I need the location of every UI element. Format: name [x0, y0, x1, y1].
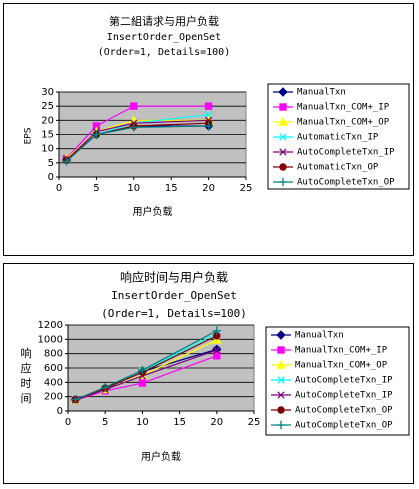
- eps-chart: 第二組请求与用户负载 InsertOrder_OpenSet (Order=1, D…: [3, 3, 414, 256]
- x-tick-label: 0: [65, 417, 71, 428]
- x-tick-label: 10: [127, 183, 140, 194]
- y-tick-label: 15: [41, 130, 54, 141]
- legend-entry: AutoCompleteTxn_IP: [295, 376, 393, 386]
- legend-entry: AutoCompleteTxn_IP: [297, 148, 395, 158]
- series-line: [66, 105, 209, 159]
- legend-entry: AutoCompleteTxn_OP: [297, 178, 395, 188]
- data-point: [204, 121, 213, 131]
- data-point: [138, 365, 147, 375]
- y-tick-label: 1000: [38, 334, 63, 345]
- y-axis-label-char: 间: [21, 392, 32, 405]
- data-point: [212, 326, 221, 335]
- data-point: [130, 102, 138, 110]
- legend-entry: AutomaticTxn_OP: [297, 163, 379, 173]
- series-line: [75, 349, 217, 401]
- data-point: [62, 157, 71, 166]
- y-tick-label: 5: [48, 158, 54, 169]
- y-tick-label: 200: [44, 392, 63, 403]
- chart-subtitle-line: (Order=1, Details=100): [98, 47, 230, 58]
- series-line: [66, 125, 209, 162]
- y-axis-label: EPS: [24, 127, 34, 144]
- x-tick-label: 25: [240, 183, 253, 194]
- legend-marker: [279, 103, 287, 111]
- legend-marker: [277, 346, 285, 354]
- x-tick-label: 20: [202, 183, 215, 194]
- y-tick-label: 400: [44, 377, 63, 388]
- x-tick-label: 10: [136, 417, 149, 428]
- legend-entry: ManualTxn: [295, 331, 344, 341]
- x-tick-label: 5: [102, 417, 108, 428]
- legend-entry: AutoCompleteTxn_OP: [295, 421, 393, 431]
- chart-title: 响应时间与用户负载: [120, 270, 228, 285]
- legend-marker: [276, 420, 286, 430]
- data-point: [211, 335, 222, 344]
- legend-marker: [279, 148, 287, 156]
- chart-subtitle-line: (Order=1, Details=100): [101, 307, 247, 320]
- legend-marker: [279, 133, 287, 141]
- y-tick-label: 25: [41, 101, 54, 112]
- y-tick-label: 20: [41, 115, 54, 126]
- legend-marker: [278, 87, 288, 97]
- series-line: [66, 119, 209, 161]
- chart-subtitle-line: InsertOrder_OpenSet: [111, 289, 237, 302]
- response-time-chart-canvas: 响应时间与用户负载 InsertOrder_OpenSet (Order=1, De…: [21, 270, 410, 463]
- response-time-chart: 响应时间与用户负载 InsertOrder_OpenSet (Order=1, De…: [3, 263, 414, 484]
- data-point: [71, 395, 80, 404]
- legend-marker: [278, 116, 288, 126]
- legend-entry: AutomaticTxn_IP: [297, 133, 379, 143]
- x-tick-label: 20: [210, 417, 223, 428]
- data-point: [213, 352, 221, 360]
- series-line: [75, 330, 218, 401]
- x-axis-label: 用户负载: [133, 205, 173, 218]
- data-point: [138, 379, 147, 387]
- data-point: [213, 346, 221, 354]
- y-tick-label: 30: [41, 87, 54, 98]
- legend-entry: AutoCompleteTxn_OP: [295, 406, 393, 416]
- x-tick-label: 15: [165, 183, 178, 194]
- y-tick-label: 800: [44, 349, 63, 360]
- x-tick-label: 15: [173, 417, 186, 428]
- data-point: [129, 123, 138, 132]
- data-point: [92, 130, 101, 139]
- legend-marker: [276, 330, 286, 340]
- legend-entry: AutoCompleteTxn_IP: [295, 391, 393, 401]
- legend-entry: ManualTxn_COM+_IP: [295, 346, 388, 356]
- eps-chart-canvas: 第二組请求与用户负载 InsertOrder_OpenSet (Order=1, D…: [24, 14, 410, 218]
- y-tick-label: 10: [41, 144, 54, 155]
- y-tick-label: 0: [57, 406, 63, 417]
- legend: [265, 326, 410, 436]
- x-axis-label: 用户负载: [141, 450, 181, 463]
- series-line: [75, 355, 218, 401]
- legend-entry: ManualTxn_COM+_OP: [297, 118, 390, 128]
- legend-marker: [277, 406, 285, 414]
- legend-marker: [278, 177, 288, 187]
- legend-marker: [277, 391, 285, 399]
- chart-title: 第二組请求与用户负载: [109, 14, 219, 28]
- y-axis-label-char: 应: [21, 361, 32, 375]
- data-point: [101, 383, 110, 392]
- legend-entry: ManualTxn_COM+_IP: [297, 103, 390, 113]
- data-point: [204, 102, 213, 110]
- x-tick-label: 5: [93, 183, 99, 194]
- y-axis-label-char: 时: [21, 377, 32, 390]
- y-tick-label: 1200: [38, 320, 63, 331]
- legend-marker: [276, 359, 286, 369]
- chart-subtitle-line: InsertOrder_OpenSet: [107, 32, 221, 43]
- data-point: [204, 111, 213, 119]
- legend-marker: [277, 376, 285, 384]
- y-tick-label: 600: [44, 363, 63, 374]
- legend-entry: ManualTxn: [297, 88, 346, 98]
- legend-marker: [279, 163, 287, 171]
- legend-entry: ManualTxn_COM+_OP: [295, 361, 388, 371]
- x-tick-label: 0: [56, 183, 62, 194]
- y-axis-label-char: 响: [21, 347, 32, 360]
- y-tick-label: 0: [48, 172, 54, 183]
- x-tick-label: 25: [248, 417, 261, 428]
